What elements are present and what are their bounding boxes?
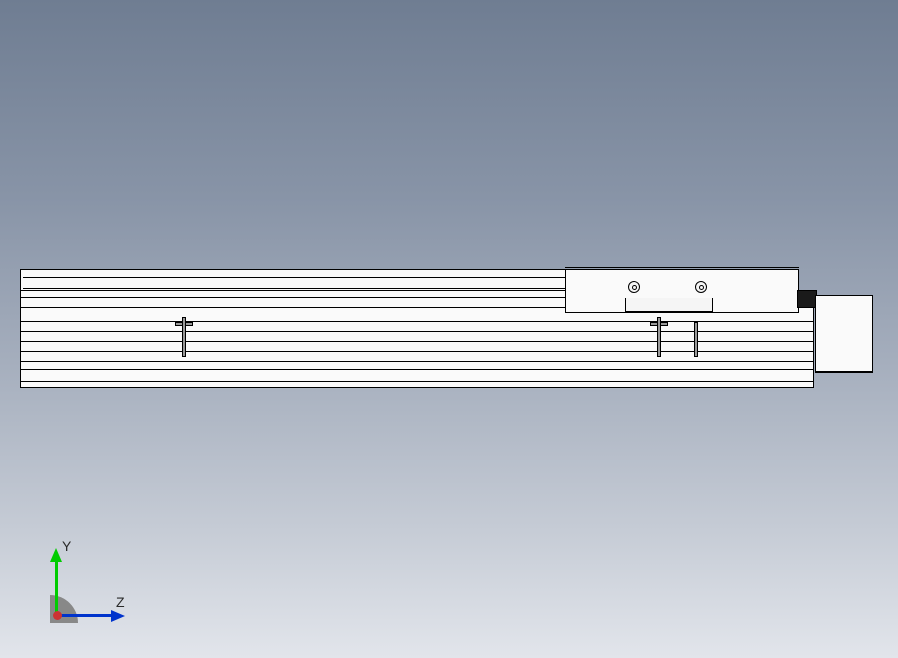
rail-top-guide	[20, 269, 592, 292]
x-axis-dot	[53, 611, 62, 620]
mounting-hole	[628, 281, 640, 293]
bracket-vertical	[182, 317, 186, 357]
cad-viewport[interactable]: Y Z	[0, 0, 898, 658]
rail-top-channel	[23, 277, 591, 289]
coordinate-axis-triad[interactable]: Y Z	[34, 538, 124, 628]
z-axis-line	[57, 614, 115, 617]
end-stop-block	[797, 290, 817, 308]
mounting-bracket	[687, 317, 705, 357]
carriage-top-edge	[565, 267, 799, 270]
rail-groove-line	[20, 369, 814, 370]
carriage-connector	[625, 298, 713, 312]
y-axis-label: Y	[62, 538, 71, 554]
mounting-hole	[695, 281, 707, 293]
bracket-vertical	[694, 322, 698, 357]
motor-housing	[815, 295, 873, 373]
rail-groove-line	[20, 361, 814, 362]
mounting-bracket	[175, 317, 193, 357]
bracket-vertical	[657, 317, 661, 357]
y-axis-arrow	[50, 548, 62, 562]
hole-center	[632, 285, 637, 290]
y-axis-line	[55, 558, 58, 616]
rail-groove-line	[20, 381, 814, 382]
z-axis-arrow	[111, 610, 125, 622]
linear-actuator-model	[20, 269, 878, 388]
carriage-mounting-holes	[628, 278, 710, 296]
mounting-bracket	[650, 317, 668, 357]
z-axis-label: Z	[116, 594, 125, 610]
hole-center	[699, 285, 704, 290]
motor-base-line	[815, 369, 873, 372]
